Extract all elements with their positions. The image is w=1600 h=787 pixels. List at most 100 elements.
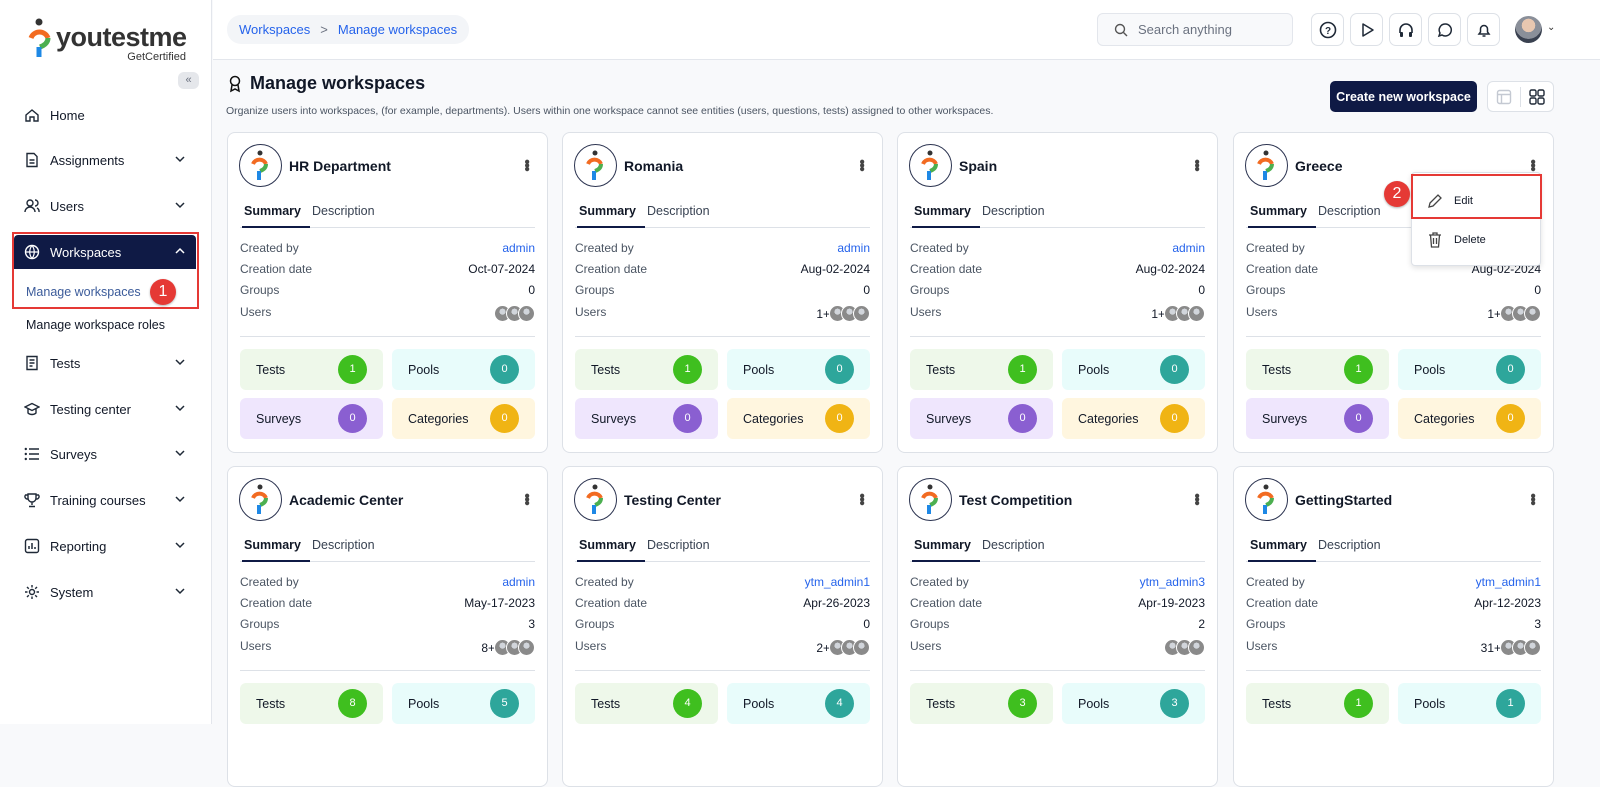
tab-description[interactable]: Description <box>982 538 1045 552</box>
stat-tile-surveys[interactable]: Surveys 0 <box>575 398 718 439</box>
stat-tile-tests[interactable]: Tests 3 <box>910 683 1053 724</box>
tab-summary[interactable]: Summary <box>1248 538 1316 562</box>
stat-tile-tests[interactable]: Tests 4 <box>575 683 718 724</box>
chat-button[interactable] <box>1428 13 1461 46</box>
stat-tile-surveys[interactable]: Surveys 0 <box>910 398 1053 439</box>
stat-tile-pools[interactable]: Pools 1 <box>1398 683 1541 724</box>
users-avatars[interactable]: 1+ <box>816 305 870 322</box>
tab-summary[interactable]: Summary <box>242 538 310 562</box>
info-value[interactable]: admin <box>1172 241 1205 255</box>
user-avatar[interactable] <box>1515 16 1542 43</box>
info-value[interactable]: admin <box>837 241 870 255</box>
help-button[interactable]: ? <box>1311 13 1344 46</box>
table-view-button[interactable] <box>1488 89 1520 105</box>
tab-summary[interactable]: Summary <box>912 538 980 562</box>
users-avatars[interactable] <box>494 305 535 322</box>
more-options-icon[interactable]: ••• <box>1188 159 1205 170</box>
users-avatars[interactable] <box>1164 639 1205 656</box>
workspace-card[interactable]: GettingStarted ••• Summary Description Cr… <box>1233 466 1554 787</box>
more-options-icon[interactable]: ••• <box>1188 493 1205 504</box>
stat-tile-pools[interactable]: Pools 0 <box>1062 349 1205 390</box>
chevron-down-icon[interactable]: ⌄ <box>1547 22 1556 33</box>
tab-description[interactable]: Description <box>982 204 1045 218</box>
stat-tile-tests[interactable]: Tests 8 <box>240 683 383 724</box>
users-avatars[interactable]: 8+ <box>481 639 535 656</box>
tab-description[interactable]: Description <box>647 538 710 552</box>
stat-tile-pools[interactable]: Pools 0 <box>727 349 870 390</box>
play-tutorial-button[interactable] <box>1350 13 1383 46</box>
more-options-icon[interactable]: ••• <box>518 159 535 170</box>
info-value[interactable]: admin <box>502 241 535 255</box>
sidebar-item-tests[interactable]: Tests <box>14 346 196 380</box>
stat-tile-pools[interactable]: Pools 0 <box>1398 349 1541 390</box>
sidebar-item-workspaces[interactable]: Workspaces <box>14 235 196 269</box>
sidebar-item-users[interactable]: Users <box>14 189 196 223</box>
stat-tile-tests[interactable]: Tests 1 <box>1246 349 1389 390</box>
sidebar-item-home[interactable]: Home <box>14 98 196 132</box>
sidebar-item-assignments[interactable]: Assignments <box>14 143 196 177</box>
create-new-workspace-button[interactable]: Create new workspace <box>1330 81 1477 112</box>
stat-tile-surveys[interactable]: Surveys 0 <box>240 398 383 439</box>
stat-tile-categories[interactable]: Categories 0 <box>727 398 870 439</box>
more-options-icon[interactable]: ••• <box>853 493 870 504</box>
tab-description[interactable]: Description <box>312 204 375 218</box>
stat-tile-pools[interactable]: Pools 5 <box>392 683 535 724</box>
stat-tile-tests[interactable]: Tests 1 <box>575 349 718 390</box>
stat-tile-pools[interactable]: Pools 3 <box>1062 683 1205 724</box>
sidebar-item-surveys[interactable]: Surveys <box>14 437 196 471</box>
stat-tile-surveys[interactable]: Surveys 0 <box>1246 398 1389 439</box>
users-avatars[interactable]: 2+ <box>816 639 870 656</box>
stat-tile-tests[interactable]: Tests 1 <box>1246 683 1389 724</box>
more-options-icon[interactable]: ••• <box>518 493 535 504</box>
grid-view-button[interactable] <box>1521 88 1553 105</box>
info-value[interactable]: admin <box>502 575 535 589</box>
search-input[interactable]: Search anything <box>1097 13 1293 46</box>
sidebar-subitem-manage-workspace-roles[interactable]: Manage workspace roles <box>26 318 165 332</box>
more-options-icon[interactable]: ••• <box>1524 493 1541 504</box>
tab-description[interactable]: Description <box>647 204 710 218</box>
workspace-card[interactable]: Test Competition ••• Summary Description … <box>897 466 1218 787</box>
support-button[interactable] <box>1389 13 1422 46</box>
sidebar-item-testing-center[interactable]: Testing center <box>14 392 196 426</box>
tab-summary[interactable]: Summary <box>242 204 310 228</box>
menu-item-edit[interactable]: Edit <box>1426 192 1473 210</box>
youtestme-logo[interactable]: youtestme GetCertified <box>28 18 188 64</box>
sidebar-item-reporting[interactable]: Reporting <box>14 529 196 563</box>
stat-tile-categories[interactable]: Categories 0 <box>1398 398 1541 439</box>
workspace-card[interactable]: Romania ••• Summary Description Created b… <box>562 132 883 453</box>
breadcrumb-workspaces[interactable]: Workspaces <box>239 22 311 37</box>
notifications-button[interactable] <box>1467 13 1500 46</box>
users-avatars[interactable]: 1+ <box>1151 305 1205 322</box>
info-value[interactable]: ytm_admin1 <box>804 575 870 589</box>
tab-summary[interactable]: Summary <box>912 204 980 228</box>
users-avatars[interactable]: 1+ <box>1487 305 1541 322</box>
tab-summary[interactable]: Summary <box>577 538 645 562</box>
more-options-icon[interactable]: ••• <box>1524 159 1541 170</box>
info-value[interactable]: ytm_admin3 <box>1139 575 1205 589</box>
workspace-card[interactable]: Testing Center ••• Summary Description Cr… <box>562 466 883 787</box>
collapse-sidebar-button[interactable]: « <box>178 72 199 89</box>
menu-item-delete[interactable]: Delete <box>1426 231 1486 249</box>
stat-tile-categories[interactable]: Categories 0 <box>392 398 535 439</box>
breadcrumb-manage-workspaces[interactable]: Manage workspaces <box>337 22 458 37</box>
workspace-card[interactable]: HR Department ••• Summary Description Cre… <box>227 132 548 453</box>
sidebar-item-system[interactable]: System <box>14 575 196 609</box>
tab-description[interactable]: Description <box>1318 204 1381 218</box>
stat-tile-pools[interactable]: Pools 0 <box>392 349 535 390</box>
workspace-card[interactable]: Greece ••• Summary Description Created by… <box>1233 132 1554 453</box>
sidebar-subitem-manage-workspaces[interactable]: Manage workspaces <box>26 285 141 299</box>
tab-summary[interactable]: Summary <box>577 204 645 228</box>
workspace-card[interactable]: Spain ••• Summary Description Created by a… <box>897 132 1218 453</box>
tab-description[interactable]: Description <box>312 538 375 552</box>
sidebar-item-training-courses[interactable]: Training courses <box>14 483 196 517</box>
info-value[interactable]: ytm_admin1 <box>1475 575 1541 589</box>
workspace-card[interactable]: Academic Center ••• Summary Description C… <box>227 466 548 787</box>
users-avatars[interactable]: 31+ <box>1481 639 1541 656</box>
tab-description[interactable]: Description <box>1318 538 1381 552</box>
stat-tile-tests[interactable]: Tests 1 <box>910 349 1053 390</box>
more-options-icon[interactable]: ••• <box>853 159 870 170</box>
stat-tile-tests[interactable]: Tests 1 <box>240 349 383 390</box>
stat-tile-categories[interactable]: Categories 0 <box>1062 398 1205 439</box>
stat-tile-pools[interactable]: Pools 4 <box>727 683 870 724</box>
tab-summary[interactable]: Summary <box>1248 204 1316 228</box>
